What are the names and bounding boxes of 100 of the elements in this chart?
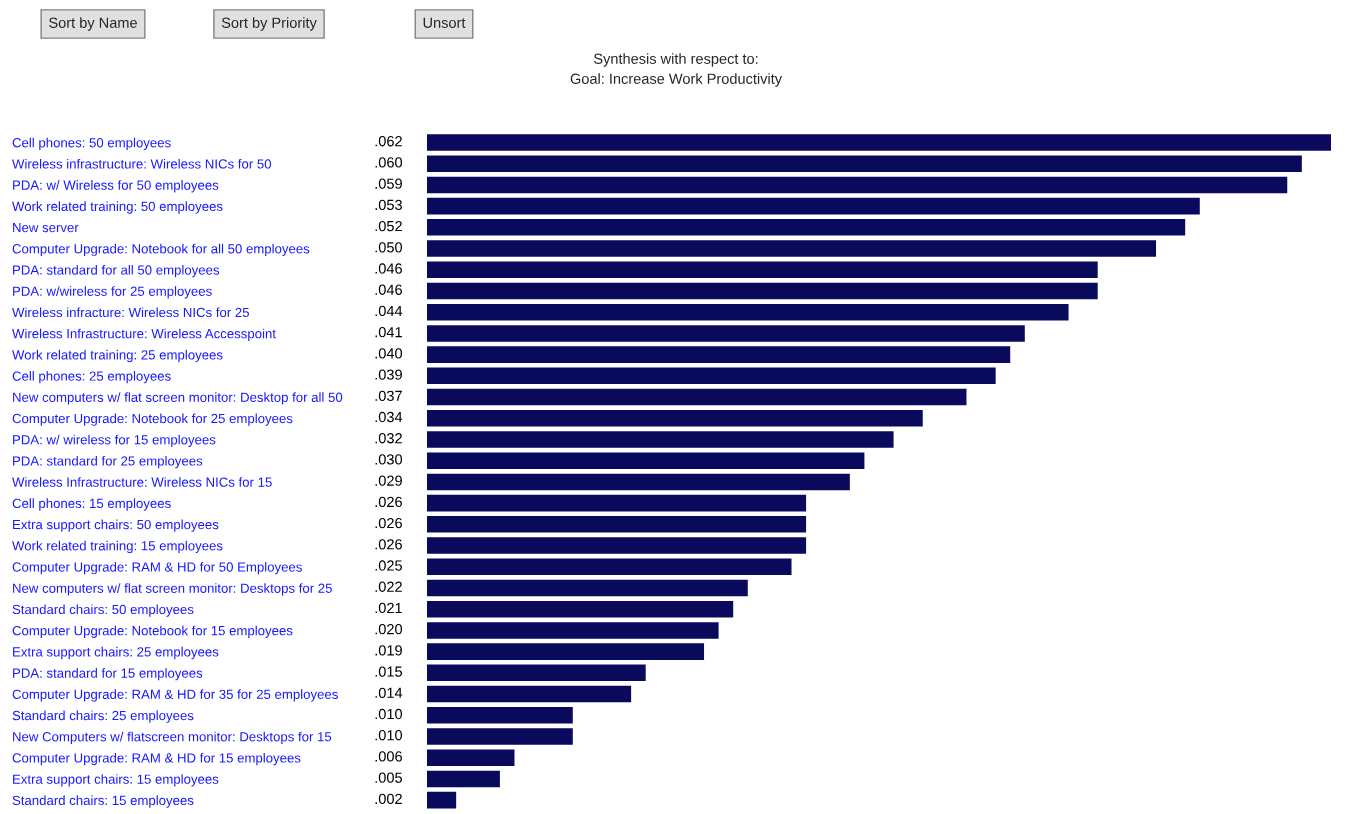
- bar: [427, 707, 573, 724]
- y-tick-label: Extra support chairs: 25 employees: [13, 646, 219, 660]
- y-tick-label: PDA: standard for 25 employees: [13, 455, 203, 469]
- y-tick-label: Extra support chairs: 15 employees: [13, 774, 219, 787]
- y-tick-label: Cell phones: 15 employees: [12, 498, 171, 511]
- bar: [427, 728, 573, 745]
- y-tick-label: Cell phones: 25 employees: [12, 371, 171, 384]
- y-tick-label: Standard chairs: 25 employees: [12, 710, 194, 723]
- data-label: .015: [375, 666, 402, 677]
- y-tick-label: New computers w/ flat screen monitor: Desktops for 25: [13, 583, 332, 596]
- bar: [427, 219, 1186, 236]
- data-label: .019: [375, 645, 402, 656]
- data-label: .021: [375, 602, 402, 614]
- data-label: .046: [375, 284, 402, 295]
- y-tick-label: Work related training: 50 employees: [12, 201, 223, 214]
- data-label: .050: [375, 242, 403, 253]
- y-tick-label: Computer Upgrade: Notebook for 25 employees: [12, 413, 293, 426]
- y-tick-label: Wireless Infrastructure: Wireless Accesspoint: [12, 328, 276, 341]
- y-tick-label: Computer Upgrade: RAM & HD for 50 Employees: [12, 561, 302, 575]
- bar: [427, 537, 807, 554]
- data-label: .062: [375, 136, 402, 147]
- bar: [427, 431, 894, 448]
- y-tick-label: PDA: standard for 15 employees: [13, 668, 203, 681]
- text: Sort by Name: [49, 17, 137, 31]
- y-tick-label: Standard chairs: 50 employees: [12, 604, 194, 617]
- bar: [427, 473, 850, 491]
- data-label: .002: [375, 793, 402, 805]
- data-label: .026: [375, 539, 402, 550]
- y-tick-label: Standard chairs: 15 employees: [12, 795, 194, 808]
- data-label: .026: [375, 517, 402, 529]
- data-label: .040: [375, 348, 403, 359]
- data-label: .032: [375, 433, 402, 444]
- bar: [427, 749, 515, 766]
- bar: [427, 685, 632, 703]
- bar: [427, 240, 1157, 257]
- bar: [427, 134, 1331, 151]
- y-tick-label: Computer Upgrade: RAM & HD for 15 employees: [12, 752, 301, 766]
- chart-title: Synthesis with respect to:: [593, 53, 758, 67]
- y-tick-label: New server: [13, 223, 79, 233]
- y-tick-label: Computer Upgrade: Notebook for all 50 employees: [12, 243, 310, 257]
- bar: [427, 197, 1200, 215]
- data-label: .005: [375, 772, 402, 783]
- y-tick-label: Wireless infracture: Wireless NICs for 25: [12, 307, 249, 318]
- data-label: .059: [375, 178, 402, 189]
- bar: [427, 388, 967, 406]
- data-label: .020: [375, 624, 403, 635]
- bar: [427, 664, 646, 682]
- data-label: .034: [375, 411, 403, 423]
- bar: [427, 494, 807, 512]
- bar: [427, 155, 1302, 172]
- data-label: .010: [375, 708, 403, 720]
- bar: [427, 261, 1098, 279]
- data-label: .030: [375, 454, 403, 465]
- bar: [427, 622, 719, 639]
- y-tick-label: Cell phones: 50 employees: [12, 137, 171, 150]
- data-label: .039: [375, 369, 402, 380]
- data-label: .014: [375, 687, 403, 698]
- y-tick-label: Wireless infrastructure: Wireless NICs for 50: [12, 158, 272, 169]
- data-label: .010: [375, 730, 403, 741]
- y-tick-label: PDA: w/ wireless for 15 employees: [13, 434, 216, 447]
- data-label: .044: [375, 305, 403, 317]
- data-label: .046: [375, 263, 402, 274]
- bar: [427, 325, 1025, 342]
- bar: [427, 303, 1069, 321]
- data-label: .026: [375, 496, 402, 508]
- y-tick-label: Work related training: 25 employees: [12, 349, 223, 363]
- y-tick-label: Computer Upgrade: Notebook for 15 employees: [12, 625, 293, 638]
- data-label: .041: [375, 327, 402, 338]
- bar: [427, 452, 865, 469]
- y-tick-label: Wireless Infrastructure: Wireless NICs for 15: [12, 477, 272, 487]
- bar: [427, 558, 792, 576]
- y-tick-label: Work related training: 15 employees: [12, 540, 223, 554]
- data-label: .006: [375, 751, 402, 762]
- bar: [427, 346, 1011, 363]
- y-tick-label: New computers w/ flat screen monitor: Desktop for all 50: [13, 392, 343, 405]
- data-label: .053: [375, 199, 402, 211]
- bar: [427, 579, 748, 597]
- data-label: .029: [375, 475, 402, 486]
- data-label: .037: [375, 390, 402, 401]
- y-tick-label: PDA: standard for all 50 employees: [13, 264, 220, 278]
- data-label: .060: [375, 157, 403, 168]
- bar: [427, 770, 500, 788]
- y-tick-label: PDA: w/wireless for 25 employees: [13, 286, 212, 299]
- text: Unsort: [423, 17, 466, 28]
- bar: [427, 643, 705, 660]
- bar: [427, 282, 1098, 300]
- bar: [427, 791, 457, 809]
- data-label: .025: [375, 560, 402, 571]
- text: Sort by Priority: [221, 17, 317, 31]
- chart-subtitle: Goal: Increase Work Productivity: [570, 73, 783, 87]
- y-tick-label: PDA: w/ Wireless for 50 employees: [13, 180, 219, 193]
- bar: [427, 516, 807, 533]
- data-label: .052: [375, 220, 402, 232]
- bar: [427, 409, 923, 427]
- y-tick-label: Computer Upgrade: RAM & HD for 35 for 25 employees: [12, 689, 338, 702]
- y-tick-label: Extra support chairs: 50 employees: [13, 519, 219, 532]
- bar: [427, 600, 734, 618]
- bar: [427, 176, 1288, 194]
- bar: [427, 367, 996, 385]
- y-tick-label: New Computers w/ flatscreen monitor: Desktops for 15: [13, 731, 332, 745]
